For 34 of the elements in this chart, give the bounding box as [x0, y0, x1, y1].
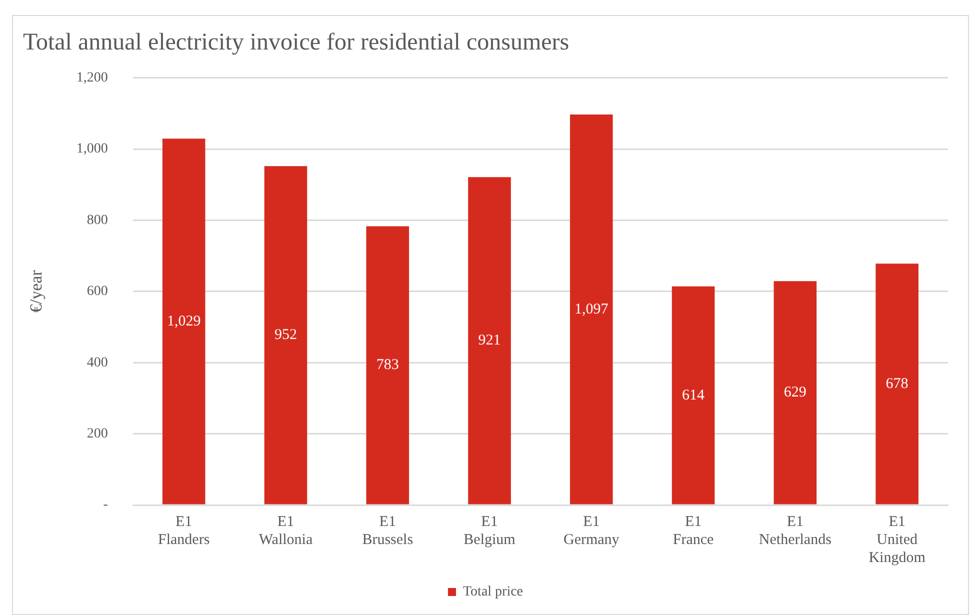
data-label: 921 — [478, 332, 501, 349]
chart-title: Total annual electricity invoice for residential consumers — [23, 30, 570, 56]
bar — [468, 177, 511, 504]
y-tick-label: 400 — [86, 355, 108, 370]
legend-label: Total price — [462, 584, 524, 600]
x-tick-label: E1 Germany — [563, 514, 620, 548]
y-tick-label: 200 — [86, 426, 108, 442]
x-tick-label: E1 Netherlands — [758, 514, 832, 548]
bar — [162, 138, 206, 504]
data-label: 952 — [274, 327, 297, 344]
bar — [672, 286, 715, 504]
x-tick-label: E1 Wallonia — [258, 514, 313, 548]
y-tick-label: 1,000 — [76, 142, 108, 157]
bar — [774, 281, 817, 504]
bar — [264, 166, 308, 504]
bar — [570, 114, 613, 504]
y-axis-title: €/year — [26, 270, 46, 313]
data-label: 614 — [682, 387, 706, 404]
x-tick-label: E1 Brussels — [362, 514, 414, 548]
x-tick-label: E1 Flanders — [158, 514, 210, 548]
data-label: 678 — [886, 376, 908, 392]
y-tick-label: 1,200 — [76, 70, 108, 86]
data-label: 629 — [784, 384, 806, 401]
bar — [876, 264, 918, 504]
x-tick-label: E1 Belgium — [464, 514, 516, 548]
data-label: 1,029 — [166, 313, 201, 330]
y-tick-label: 600 — [86, 284, 108, 300]
bar — [366, 226, 410, 504]
x-tick-label: E1 France — [672, 514, 714, 548]
data-label: 783 — [376, 357, 399, 374]
x-tick-label: E1 United Kingdom — [868, 514, 926, 566]
y-tick-label: - — [103, 498, 108, 513]
data-label: 1,097 — [574, 301, 609, 318]
y-tick-label: 800 — [86, 212, 108, 228]
